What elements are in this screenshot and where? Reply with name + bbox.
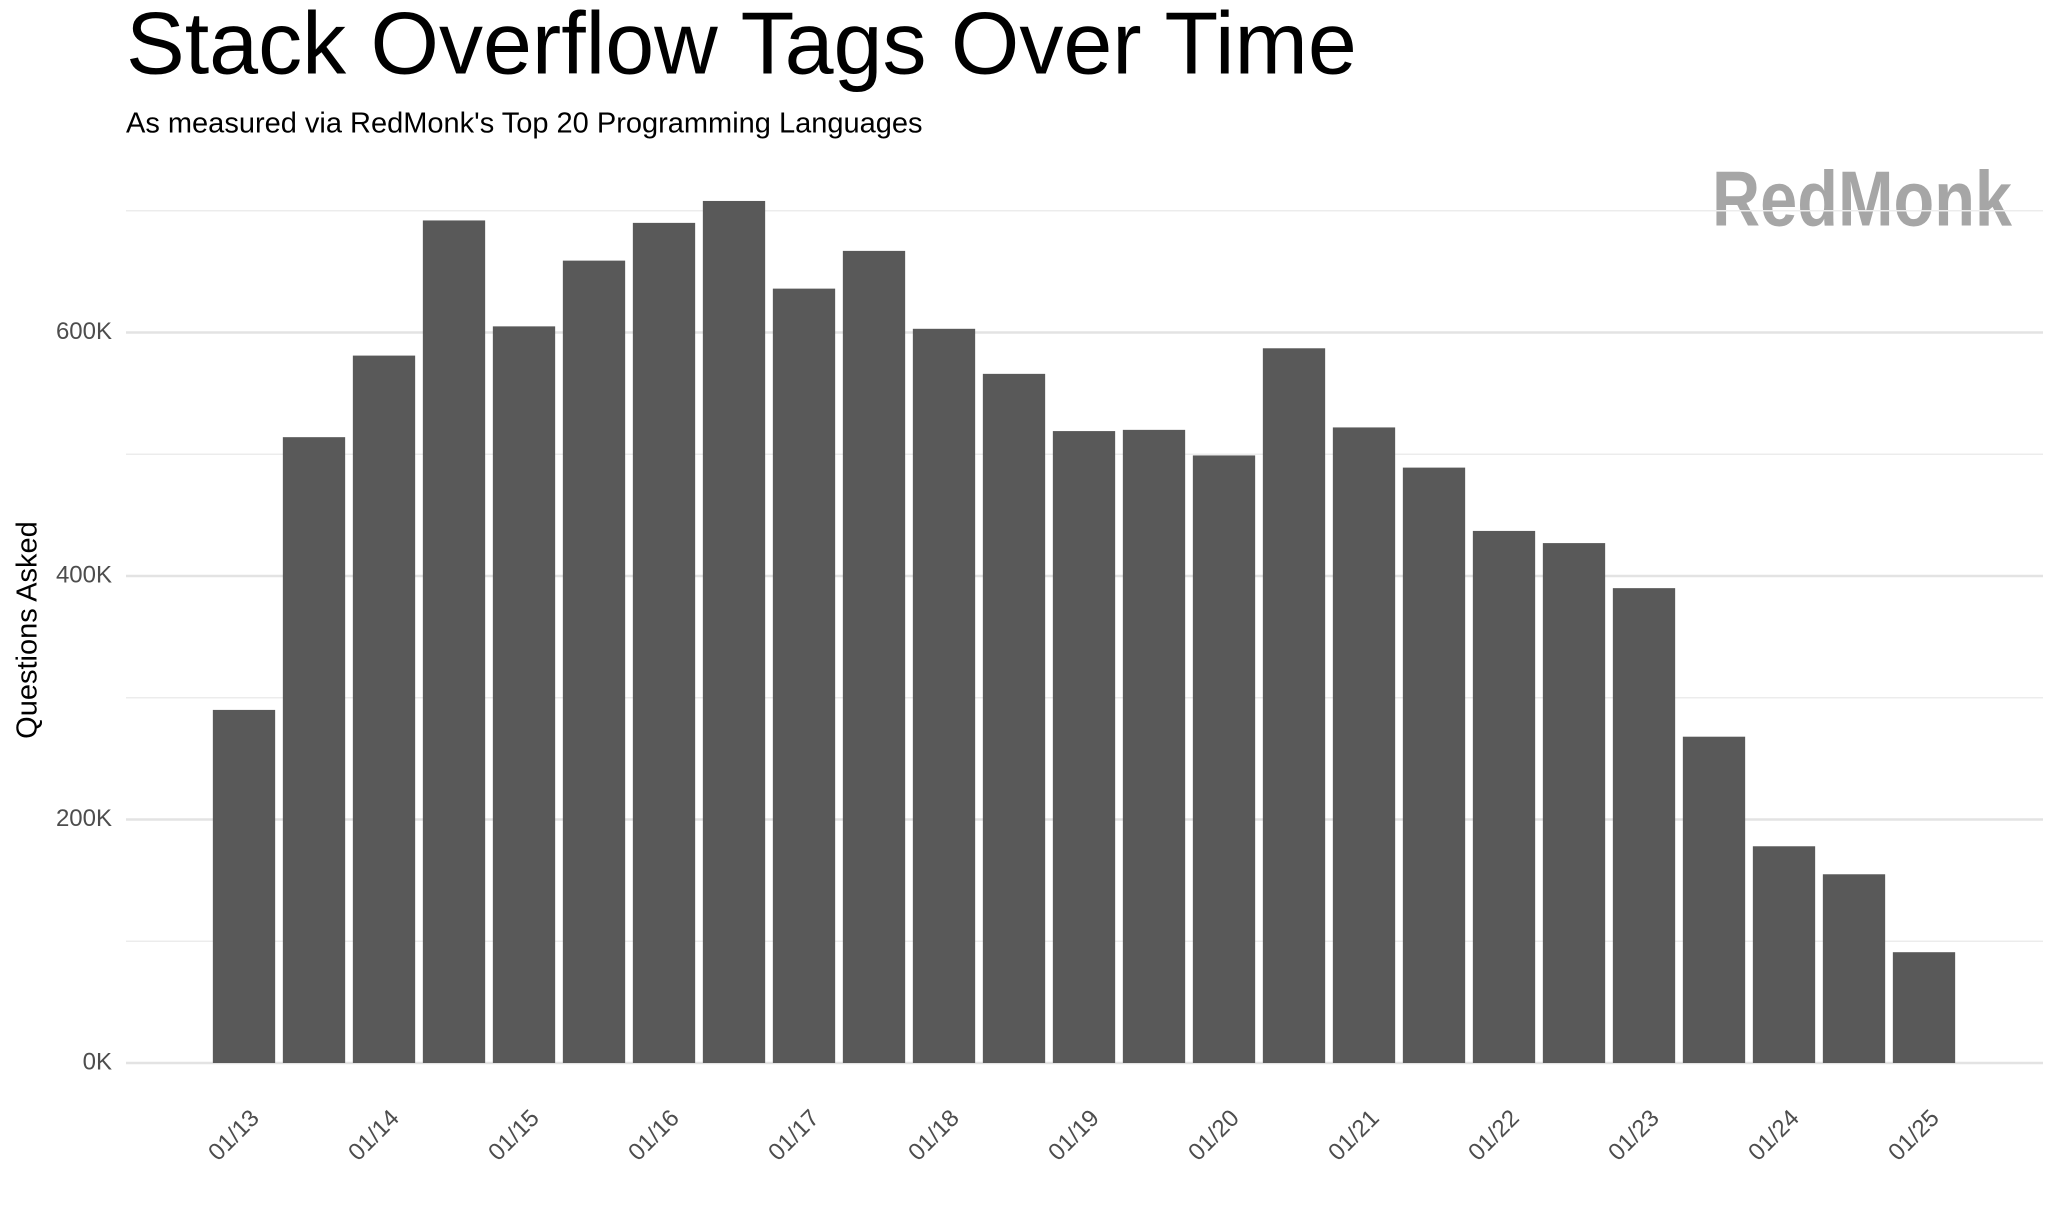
- x-tick-label: 01/22: [1463, 1105, 1525, 1167]
- x-tick-label: 01/19: [1043, 1105, 1105, 1167]
- bar: [212, 709, 276, 1063]
- bar: [702, 200, 766, 1063]
- bar: [632, 222, 696, 1064]
- watermark: RedMonk: [1712, 155, 2013, 243]
- bar: [982, 373, 1046, 1063]
- y-axis-label: Questions Asked: [12, 521, 44, 739]
- bar: [1122, 429, 1186, 1063]
- x-tick-label: 01/25: [1883, 1105, 1945, 1167]
- x-tick-label: 01/21: [1323, 1105, 1385, 1167]
- bar: [1752, 846, 1816, 1063]
- bar: [282, 437, 346, 1063]
- bar: [1822, 874, 1886, 1063]
- bar: [1192, 455, 1256, 1063]
- x-tick-label: 01/23: [1603, 1105, 1665, 1167]
- chart-title: Stack Overflow Tags Over Time: [126, 0, 1357, 92]
- bar: [1262, 348, 1326, 1063]
- bar: [1052, 431, 1116, 1064]
- x-tick-label: 01/13: [203, 1105, 265, 1167]
- bar: [1892, 952, 1956, 1063]
- bar: [1682, 736, 1746, 1063]
- bar: [912, 328, 976, 1063]
- bar: [422, 220, 486, 1063]
- bar: [1332, 427, 1396, 1064]
- y-tick-label: 400K: [56, 561, 112, 588]
- bar: [772, 288, 836, 1063]
- bar: [1402, 467, 1466, 1063]
- bar: [1612, 588, 1676, 1063]
- chart-subtitle: As measured via RedMonk's Top 20 Program…: [126, 108, 923, 140]
- bar: [1472, 530, 1536, 1063]
- x-tick-label: 01/15: [483, 1105, 545, 1167]
- y-tick-label: 200K: [56, 805, 112, 832]
- y-tick-label: 600K: [56, 318, 112, 345]
- bar: [1542, 543, 1606, 1063]
- x-tick-label: 01/18: [903, 1105, 965, 1167]
- bar: [562, 260, 626, 1063]
- y-tick-label: 0K: [83, 1048, 112, 1075]
- x-tick-label: 01/14: [343, 1105, 405, 1167]
- bar: [842, 250, 906, 1063]
- x-tick-label: 01/20: [1183, 1105, 1245, 1167]
- x-tick-label: 01/16: [623, 1105, 685, 1167]
- x-tick-label: 01/24: [1743, 1105, 1805, 1167]
- x-tick-label: 01/17: [763, 1105, 825, 1167]
- bar: [492, 326, 556, 1064]
- bar: [352, 355, 416, 1063]
